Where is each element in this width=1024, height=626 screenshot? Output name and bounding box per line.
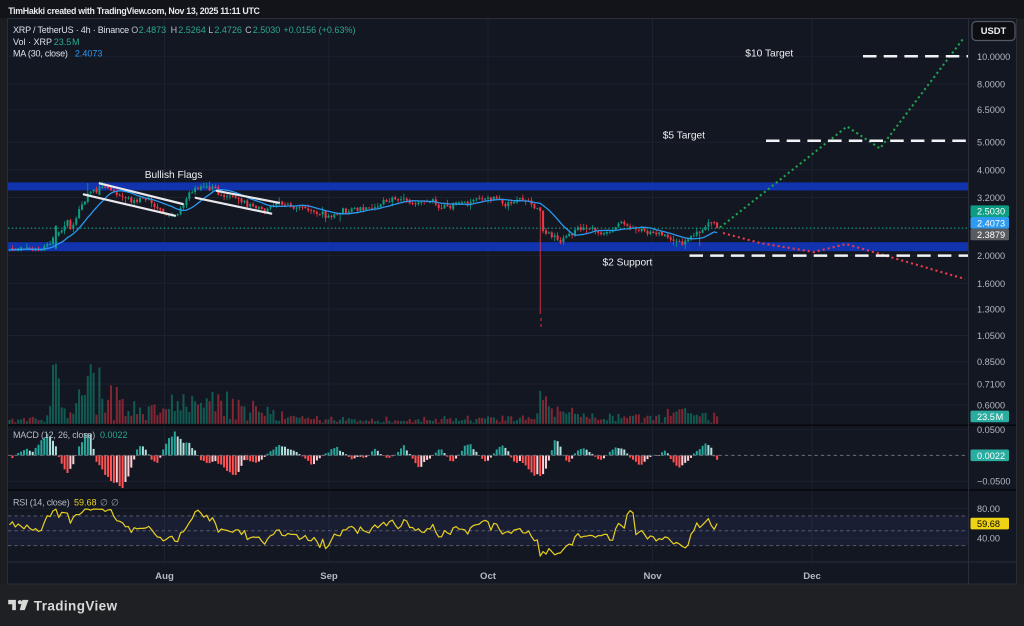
svg-text:59.68: 59.68 xyxy=(74,497,97,507)
svg-text:0.8500: 0.8500 xyxy=(977,357,1005,367)
svg-text:$5 Target: $5 Target xyxy=(663,131,705,142)
svg-text:Vol · XRP: Vol · XRP xyxy=(13,37,52,47)
svg-text:−0.0500: −0.0500 xyxy=(977,477,1010,487)
svg-text:TradingView: TradingView xyxy=(34,598,118,613)
svg-text:0.0022: 0.0022 xyxy=(977,451,1005,461)
svg-text:$10 Target: $10 Target xyxy=(745,49,793,60)
svg-text:2.0000: 2.0000 xyxy=(977,251,1005,261)
svg-text:0.0022: 0.0022 xyxy=(100,430,128,440)
svg-text:2.4073: 2.4073 xyxy=(75,48,103,58)
svg-text:+0.0156 (+0.63%): +0.0156 (+0.63%) xyxy=(283,25,355,35)
svg-text:1.3000: 1.3000 xyxy=(977,305,1005,315)
svg-text:Aug: Aug xyxy=(155,571,174,582)
svg-text:2.4073: 2.4073 xyxy=(977,218,1005,228)
svg-text:3.2000: 3.2000 xyxy=(977,193,1005,203)
svg-text:Bullish Flags: Bullish Flags xyxy=(145,170,203,181)
svg-text:Sep: Sep xyxy=(320,571,338,582)
svg-text:RSI (14, close): RSI (14, close) xyxy=(13,497,70,507)
svg-text:MA (30, close): MA (30, close) xyxy=(13,48,68,58)
svg-text:2.5030: 2.5030 xyxy=(977,207,1005,217)
svg-text:MACD (12, 26, close): MACD (12, 26, close) xyxy=(13,430,95,440)
svg-text:L: L xyxy=(208,25,213,35)
svg-text:$2 Support: $2 Support xyxy=(603,257,653,268)
svg-text:XRP / TetherUS · 4h · Binance: XRP / TetherUS · 4h · Binance xyxy=(13,25,129,35)
svg-text:2.5030: 2.5030 xyxy=(253,25,281,35)
svg-text:2.4873: 2.4873 xyxy=(139,25,167,35)
svg-text:∅: ∅ xyxy=(100,497,108,507)
svg-text:23.5 M: 23.5 M xyxy=(54,37,80,47)
svg-text:0.0500: 0.0500 xyxy=(977,425,1005,435)
svg-text:4.0000: 4.0000 xyxy=(977,165,1005,175)
svg-text:H: H xyxy=(171,25,178,35)
svg-text:2.4726: 2.4726 xyxy=(214,25,242,35)
svg-text:0.6000: 0.6000 xyxy=(977,400,1005,410)
svg-text:1.6000: 1.6000 xyxy=(977,279,1005,289)
svg-text:∅: ∅ xyxy=(111,497,119,507)
svg-text:8.0000: 8.0000 xyxy=(977,79,1005,89)
svg-text:10.0000: 10.0000 xyxy=(977,52,1010,62)
svg-text:2.5264: 2.5264 xyxy=(178,25,206,35)
svg-text:23.5 M: 23.5 M xyxy=(977,412,1003,422)
svg-text:USDT: USDT xyxy=(981,25,1007,36)
svg-text:5.0000: 5.0000 xyxy=(977,138,1005,148)
svg-text:40.00: 40.00 xyxy=(977,534,1000,544)
svg-text:O: O xyxy=(131,25,138,35)
svg-text:2.3879: 2.3879 xyxy=(977,230,1005,240)
svg-text:TimHakki created with TradingV: TimHakki created with TradingView.com, N… xyxy=(8,6,260,16)
svg-text:0.7100: 0.7100 xyxy=(977,380,1005,390)
svg-text:C: C xyxy=(245,25,252,35)
svg-text:Dec: Dec xyxy=(803,571,821,582)
svg-text:Oct: Oct xyxy=(480,571,497,582)
svg-text:80.00: 80.00 xyxy=(977,504,1000,514)
svg-text:6.5000: 6.5000 xyxy=(977,105,1005,115)
svg-text:59.68: 59.68 xyxy=(977,519,1000,529)
svg-text:Nov: Nov xyxy=(643,571,662,582)
svg-text:1.0500: 1.0500 xyxy=(977,331,1005,341)
